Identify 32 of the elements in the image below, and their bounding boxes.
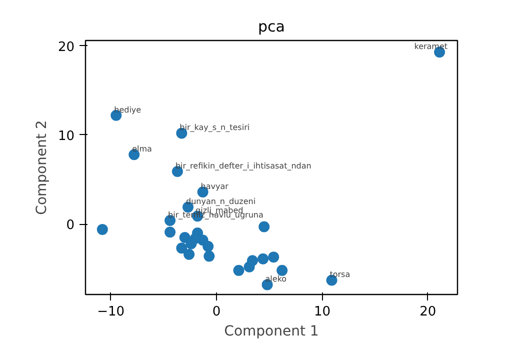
x-tick-label: 0 — [212, 304, 221, 320]
annotation: keramet — [414, 42, 448, 52]
point — [246, 255, 258, 266]
point — [258, 221, 270, 232]
point — [268, 252, 280, 263]
annotation: dunyan_n_duzeni — [186, 197, 256, 206]
point — [233, 264, 244, 276]
point — [258, 253, 269, 264]
annotation: hediye — [114, 105, 142, 114]
point — [176, 242, 188, 254]
point — [276, 264, 288, 276]
annotation: torsa — [330, 270, 350, 280]
point — [164, 226, 176, 238]
x-tick-label: −10 — [97, 304, 125, 320]
point — [184, 248, 195, 260]
y-tick-label: 20 — [58, 40, 75, 55]
annotation: bir_refikin_defter_i_ihtisasat_ndan — [175, 162, 312, 171]
x-tick-label: 20 — [420, 304, 436, 320]
y-tick-label: 0 — [66, 218, 75, 234]
annotation: havyar — [200, 182, 230, 192]
annotation: bir_kay_s_n_tesiri — [180, 123, 250, 132]
point — [96, 224, 108, 235]
point — [179, 232, 190, 243]
annotation: aleko — [265, 274, 287, 284]
x-axis-title: Component 1 — [224, 324, 319, 340]
point — [204, 250, 215, 262]
chart-title: pca — [258, 18, 285, 36]
y-tick-label: 10 — [58, 128, 75, 144]
x-tick-label: 10 — [314, 304, 331, 320]
annotation: elma — [132, 144, 152, 154]
point — [202, 240, 214, 252]
y-axis-title: Component 2 — [34, 120, 50, 215]
